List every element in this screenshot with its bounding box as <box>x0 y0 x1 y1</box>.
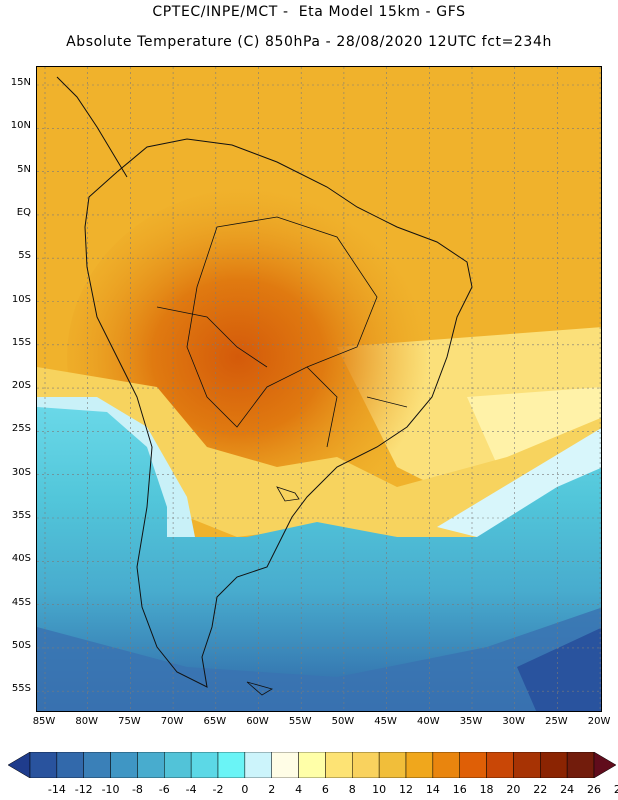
colorbar-tick-label: 12 <box>399 783 413 796</box>
colorbar-segment <box>244 752 272 778</box>
colorbar-max-triangle <box>593 752 616 778</box>
lon-label: 65W <box>203 716 227 727</box>
lon-label: 35W <box>459 716 483 727</box>
colorbar-min-triangle <box>8 752 31 778</box>
colorbar-segment <box>137 752 165 778</box>
map-title-line2: Absolute Temperature (C) 850hPa - 28/08/… <box>66 34 552 50</box>
temperature-map <box>36 66 602 712</box>
cold-south-band <box>37 607 601 711</box>
colorbar-tick-label: 14 <box>425 783 440 796</box>
falkland-islands <box>246 681 274 696</box>
lon-label: 60W <box>246 716 269 727</box>
colorbar-tick-label: 22 <box>533 783 548 796</box>
lat-label: 35S <box>11 510 31 521</box>
colorbar <box>8 752 616 778</box>
lat-label: 5N <box>17 163 31 175</box>
colorbar-segment <box>110 752 138 778</box>
coldest-region <box>517 627 601 711</box>
colorbar-segment <box>164 752 192 778</box>
lat-label: 10S <box>11 293 31 305</box>
colorbar-segment <box>486 752 514 778</box>
temperature-map-svg <box>37 67 601 711</box>
colorbar-tick-label: 8 <box>348 783 356 796</box>
colorbar-segment <box>190 752 219 778</box>
colorbar-segment <box>459 752 487 778</box>
colorbar-tick-label: 4 <box>295 783 303 796</box>
colorbar-segment <box>325 752 353 778</box>
lon-label: 40W <box>416 716 440 727</box>
colorbar-tick-label: 0 <box>241 783 249 796</box>
country-borders <box>186 216 378 428</box>
colorbar-tick-label: -4 <box>185 783 197 796</box>
lat-label: 10N <box>10 120 31 132</box>
colorbar-segment <box>352 752 380 778</box>
lat-lon-grid <box>37 67 601 711</box>
lon-label: 25W <box>545 716 568 727</box>
colorbar-segment <box>83 752 111 778</box>
colorbar-segment <box>217 752 246 778</box>
colorbar-tick-label: 6 <box>321 783 329 796</box>
lat-label: 15N <box>10 77 31 88</box>
lon-label: 45W <box>374 716 397 727</box>
colorbar-segment <box>513 752 541 778</box>
lon-label: 80W <box>75 716 98 727</box>
colorbar-tick-label: 20 <box>506 783 521 796</box>
lat-label: 25S <box>11 423 31 435</box>
lat-label: 55S <box>11 683 31 695</box>
colorbar-tick-label: -6 <box>158 783 170 796</box>
lat-label: 5S <box>18 250 31 262</box>
colorbar-tick-label: 24 <box>560 783 575 796</box>
lon-label: 50W <box>331 716 355 727</box>
colorbar-segment <box>29 752 58 778</box>
colorbar-tick-label: -12 <box>74 783 93 796</box>
country-borders-2 <box>156 306 408 448</box>
lat-label: EQ <box>16 206 31 218</box>
colorbar-tick-label: 26 <box>587 783 601 796</box>
lat-label: 50S <box>11 639 31 651</box>
lat-label: 40S <box>11 553 31 565</box>
colorbar-segment <box>432 752 460 778</box>
colorbar-tick-label: -8 <box>131 783 143 796</box>
colorbar-tick-label: 10 <box>372 783 387 796</box>
lat-label: 45S <box>11 596 31 608</box>
lon-label: 85W <box>32 716 56 727</box>
lon-label: 20W <box>587 716 611 727</box>
central-america-coastline <box>56 76 128 178</box>
colorbar-segment <box>56 752 84 778</box>
colorbar-tick-label: -10 <box>101 783 120 796</box>
lon-label: 75W <box>118 716 141 727</box>
cold-southern-region <box>37 407 601 711</box>
lon-label: 55W <box>288 716 312 727</box>
colorbar-tick-label: 2 <box>268 783 276 796</box>
colorbar-tick-label: -14 <box>47 783 66 796</box>
colorbar-segment <box>298 752 326 778</box>
colorbar-segment <box>405 752 434 778</box>
lat-label: 30S <box>11 466 31 478</box>
colorbar-segment <box>566 752 595 778</box>
south-america-coastline <box>84 138 473 688</box>
colorbar-tick-label: -2 <box>212 783 224 796</box>
rio-de-la-plata <box>276 486 300 502</box>
colorbar-tick-label: 16 <box>452 783 467 796</box>
colorbar-segment <box>378 752 407 778</box>
map-title-line1: CPTEC/INPE/MCT - Eta Model 15km - GFS <box>152 4 466 20</box>
lat-label: 20S <box>11 380 31 392</box>
colorbar-tick-label: 18 <box>479 783 494 796</box>
lon-label: 70W <box>160 716 184 727</box>
lon-label: 30W <box>502 716 525 727</box>
lat-label: 15S <box>11 336 31 348</box>
colorbar-tick-label: 28 <box>613 783 618 796</box>
colorbar-segment <box>540 752 568 778</box>
colorbar-segment <box>271 752 299 778</box>
